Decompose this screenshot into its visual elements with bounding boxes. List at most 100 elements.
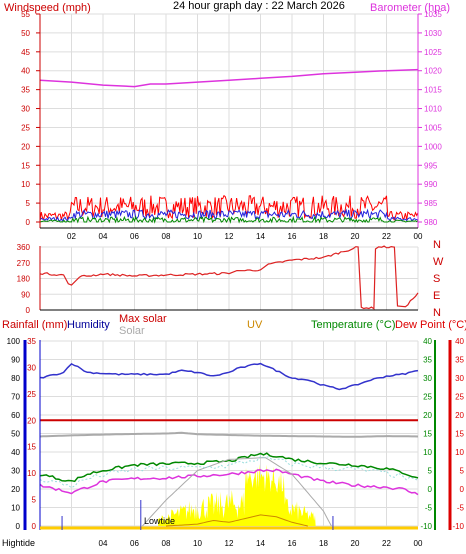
barometer-axis-label: Barometer (hpa) (370, 2, 450, 14)
dewpoint-tick-label: 5 (460, 467, 465, 476)
dewpoint-ticks: -10 -5 0 5 10 15 20 25 30 35 40 (452, 337, 464, 531)
barometer-tick-label: 980 (424, 218, 438, 227)
x-tick-label: 22 (382, 232, 391, 241)
barometer-tick-label: 1020 (424, 67, 442, 76)
wind-series (39, 68, 419, 224)
panel1-grid (40, 13, 419, 228)
direction-series (39, 245, 419, 310)
dewpoint-tick-label: 0 (460, 485, 465, 494)
x-tick-label: 12 (225, 232, 234, 241)
barometer-tick-label: 995 (424, 161, 438, 170)
rainfall-tick-label: 0 (32, 522, 37, 531)
windspeed-tick-label: 20 (21, 142, 30, 151)
rainfall-tick-label: 10 (27, 469, 36, 478)
x-tick-label: 16 (288, 232, 297, 241)
temperature-tick-label: 40 (423, 337, 432, 346)
dewpoint-tick-label: 15 (455, 430, 464, 439)
barometer-tick-label: 985 (424, 199, 438, 208)
x-tick-label: 18 (319, 539, 328, 548)
compass-label: E (433, 290, 440, 302)
panel3-x-ticks: 04 06 08 10 12 14 16 18 20 22 00 (99, 539, 423, 548)
humidity-tick-label: 40 (11, 448, 20, 457)
humidity-tick-label: 70 (11, 393, 20, 402)
x-tick-label: 14 (256, 232, 265, 241)
barometer-tick-label: 1000 (424, 142, 442, 151)
barometer-tick-label: 1010 (424, 105, 442, 114)
temperature-tick-label: 5 (428, 467, 433, 476)
temperature-panel: Rainfall (mm) Humidity Max solar Solar U… (2, 313, 466, 548)
temperature-tick-label: -10 (420, 522, 432, 531)
x-tick-label: 08 (162, 539, 171, 548)
humidity-tick-label: 100 (7, 337, 21, 346)
windspeed-tick-label: 15 (21, 161, 30, 170)
temperature-tick-label: 25 (423, 393, 432, 402)
x-tick-label: 14 (256, 539, 265, 548)
x-tick-label: 18 (319, 232, 328, 241)
windspeed-tick-label: 25 (21, 123, 30, 132)
windspeed-axis-label: Windspeed (mph) (4, 2, 91, 14)
dewpoint-tick-label: -10 (452, 522, 464, 531)
rainfall-tick-label: 35 (27, 337, 36, 346)
direction-ticks: 0 90 180 270 360 (17, 243, 31, 315)
solar-line (39, 431, 419, 438)
uv-label: UV (247, 319, 263, 331)
barometer-tick-label: 990 (424, 180, 438, 189)
humidity-tick-label: 20 (11, 485, 20, 494)
solar-label: Solar (119, 325, 145, 337)
barometer-tick-label: 1015 (424, 86, 442, 95)
dewpoint-tick-label: 25 (455, 393, 464, 402)
lowtide-label: Lowtide (144, 516, 175, 526)
x-tick-label: 06 (130, 232, 139, 241)
rainfall-tick-label: 5 (32, 496, 37, 505)
temperature-ticks: -10 -5 0 5 10 15 20 25 30 35 40 (420, 337, 432, 531)
windspeed-tick-label: 35 (21, 86, 30, 95)
rainfall-tick-label: 30 (27, 363, 36, 372)
direction-tick-label: 270 (17, 259, 31, 268)
compass-label: N (433, 307, 441, 319)
dewpoint-line (39, 468, 419, 496)
x-tick-label: 00 (414, 232, 423, 241)
wind-pressure-panel: Windspeed (mph) 24 hour graph day : 22 M… (4, 0, 450, 241)
barometer-ticks: 980 985 990 995 1000 1005 1010 1015 1020 1025 1030… (418, 10, 442, 227)
temperature-tick-label: 10 (423, 448, 432, 457)
barometer-line (39, 68, 419, 88)
temperature-axis-label: Temperature (°C) (311, 319, 395, 331)
x-tick-label: 08 (162, 232, 171, 241)
dewpoint-tick-label: 20 (455, 411, 464, 420)
x-tick-label: 02 (67, 232, 76, 241)
hightide-label: Hightide (2, 538, 35, 548)
compass-label: S (433, 273, 440, 285)
rainfall-ticks: 0 5 10 15 20 25 30 35 (27, 337, 36, 531)
maxsolar-label: Max solar (119, 313, 167, 325)
windspeed-tick-label: 50 (21, 29, 30, 38)
x-tick-label: 22 (382, 539, 391, 548)
temperature-tick-label: 35 (423, 356, 432, 365)
x-tick-label: 06 (130, 539, 139, 548)
dewpoint-tick-label: -5 (457, 504, 465, 513)
temperature-tick-label: 15 (423, 430, 432, 439)
solar-area (158, 464, 316, 526)
tide-markers: Hightide Lowtide (2, 500, 334, 548)
x-tick-label: 00 (414, 539, 423, 548)
direction-tick-label: 360 (17, 243, 31, 252)
dewpoint-tick-label: 40 (455, 337, 464, 346)
panel2-grid (40, 246, 419, 311)
temperature-tick-label: 20 (423, 411, 432, 420)
x-tick-label: 16 (288, 539, 297, 548)
windspeed-tick-label: 0 (26, 218, 31, 227)
x-tick-label: 20 (351, 232, 360, 241)
x-tick-label: 04 (99, 539, 108, 548)
feelslike-line (39, 455, 419, 489)
barometer-tick-label: 1025 (424, 48, 442, 57)
wind-line-1 (39, 208, 419, 222)
dewpoint-tick-label: 30 (455, 374, 464, 383)
solar-fill (158, 464, 316, 526)
humidity-tick-label: 10 (11, 504, 20, 513)
humidity-tick-label: 0 (16, 522, 21, 531)
compass-label: N (433, 239, 441, 251)
direction-tick-label: 180 (17, 275, 31, 284)
direction-tick-label: 0 (26, 306, 31, 315)
humidity-axis-label: Humidity (67, 319, 110, 331)
